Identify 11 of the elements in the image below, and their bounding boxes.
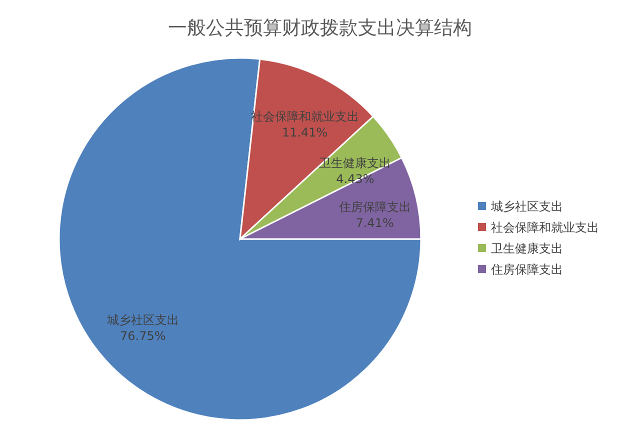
legend-label: 城乡社区支出 bbox=[490, 200, 563, 214]
slice-label: 城乡社区支出 bbox=[106, 312, 179, 327]
data-label: 76.75% bbox=[120, 328, 166, 343]
legend-label: 卫生健康支出 bbox=[491, 242, 563, 256]
slice-label: 住房保障支出 bbox=[338, 200, 411, 214]
legend-label: 社会保障和就业支出 bbox=[491, 220, 599, 234]
data-label: 7.41% bbox=[356, 216, 394, 230]
legend-label: 住房保障支出 bbox=[490, 262, 563, 276]
pie-slice bbox=[58, 57, 422, 421]
data-label: 11.41% bbox=[282, 126, 328, 140]
chart-title: 一般公共预算财政拨款支出决算结构 bbox=[168, 17, 472, 39]
